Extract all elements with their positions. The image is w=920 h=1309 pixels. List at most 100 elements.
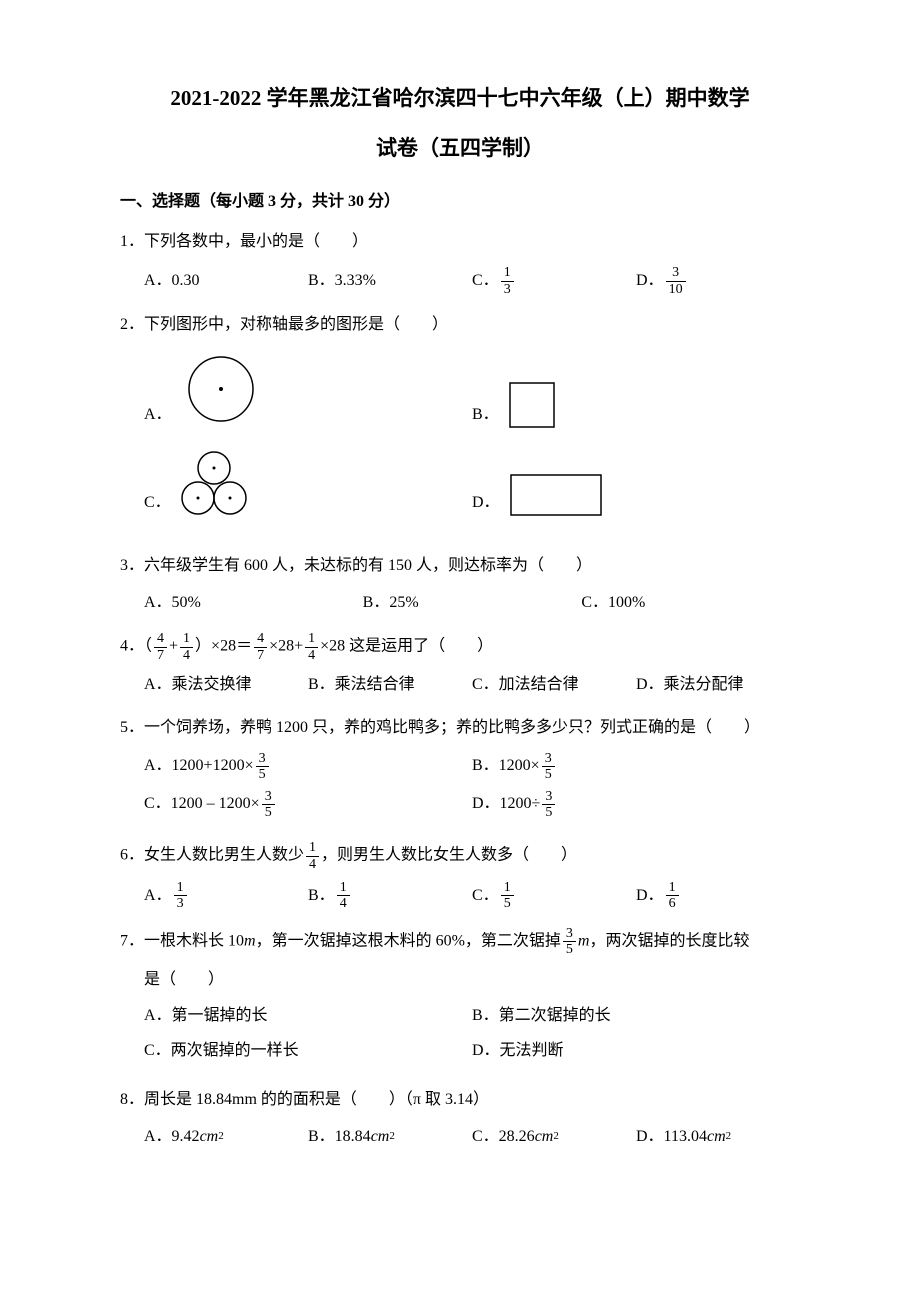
q8-d-sup: 2: [726, 1127, 732, 1147]
frac-num: 3: [256, 751, 269, 767]
fraction-icon: 35: [563, 926, 576, 958]
q4-mid1: ）×28＝: [195, 638, 252, 655]
frac-den: 5: [563, 942, 576, 957]
q7-unit2: m: [578, 932, 590, 949]
q8-option-d: D．113.04cm2: [636, 1123, 800, 1152]
question-3: 3．六年级学生有 600 人，未达标的有 150 人，则达标率为（ ） A．50…: [120, 552, 800, 618]
q8-d-unit: cm: [707, 1123, 726, 1152]
fraction-icon: 16: [666, 880, 679, 912]
q1-c-label: C．: [472, 267, 499, 296]
fraction-icon: 35: [262, 789, 275, 821]
fraction-icon: 14: [337, 880, 350, 912]
q8-option-b: B．18.84cm2: [308, 1123, 472, 1152]
q5-option-d: D．1200÷ 35: [472, 789, 800, 821]
frac-den: 5: [262, 805, 275, 820]
q4-option-b: B．乘法结合律: [308, 671, 472, 700]
q3-option-a: A．50%: [144, 589, 363, 618]
q6-b-label: B．: [308, 882, 335, 911]
q8-a-label: A．9.42: [144, 1123, 200, 1152]
q2-d-label: D．: [472, 489, 500, 518]
q4-prefix: 4．（: [120, 638, 152, 655]
q7-option-a: A．第一锯掉的长: [144, 1002, 472, 1031]
q6-suffix: ，则男生人数比女生人数多（ ）: [321, 847, 577, 864]
frac-den: 5: [542, 805, 555, 820]
frac-den: 3: [501, 282, 514, 297]
q8-b-label: B．18.84: [308, 1123, 371, 1152]
q5-b-label: B．1200×: [472, 752, 540, 781]
fraction-icon: 35: [256, 751, 269, 783]
q8-option-a: A．9.42cm2: [144, 1123, 308, 1152]
q6-a-label: A．: [144, 882, 172, 911]
frac-num: 1: [305, 631, 318, 647]
question-4-text: 4．（47+14）×28＝47×28+14×28 这是运用了（ ）: [120, 631, 800, 663]
q5-option-a: A．1200+1200× 35: [144, 751, 472, 783]
frac-den: 7: [254, 648, 267, 663]
frac-den: 4: [305, 648, 318, 663]
frac-den: 5: [501, 896, 514, 911]
frac-num: 4: [254, 631, 267, 647]
q7-unit1: m: [244, 932, 256, 949]
q2-option-b: B．: [472, 348, 800, 430]
frac-den: 7: [154, 648, 167, 663]
page-subtitle: 试卷（五四学制）: [120, 130, 800, 168]
question-7: 7．一根木料长 10m，第一次锯掉这根木料的 60%，第二次锯掉35m，两次锯掉…: [120, 926, 800, 1072]
q6-option-a: A． 13: [144, 880, 308, 912]
q4-plus: +: [169, 638, 178, 655]
frac-den: 4: [306, 857, 319, 872]
fraction-icon: 1 3: [501, 265, 514, 297]
q1-option-c: C． 1 3: [472, 265, 636, 297]
q6-c-label: C．: [472, 882, 499, 911]
q4-option-a: A．乘法交换律: [144, 671, 308, 700]
fraction-icon: 15: [501, 880, 514, 912]
q7-option-c: C．两次锯掉的一样长: [144, 1037, 472, 1066]
question-5-text: 5．一个饲养场，养鸭 1200 只，养的鸡比鸭多；养的比鸭多多少只？列式正确的是…: [120, 714, 800, 743]
frac-num: 3: [563, 926, 576, 942]
q8-c-label: C．28.26: [472, 1123, 535, 1152]
question-1: 1．下列各数中，最小的是（ ） A．0.30 B．3.33% C． 1 3 D．…: [120, 228, 800, 297]
q4-option-d: D．乘法分配律: [636, 671, 800, 700]
q7-prefix: 7．一根木料长 10: [120, 932, 244, 949]
three-circles-icon: [179, 450, 249, 518]
section-header: 一、选择题（每小题 3 分，共计 30 分）: [120, 188, 800, 217]
frac-num: 3: [542, 789, 555, 805]
q2-option-c: C．: [144, 450, 472, 518]
q6-option-b: B． 14: [308, 880, 472, 912]
q7-option-b: B．第二次锯掉的长: [472, 1002, 800, 1031]
page-title: 2021-2022 学年黑龙江省哈尔滨四十七中六年级（上）期中数学: [120, 80, 800, 118]
fraction-icon: 14: [305, 631, 318, 663]
question-3-text: 3．六年级学生有 600 人，未达标的有 150 人，则达标率为（ ）: [120, 552, 800, 581]
q8-b-sup: 2: [389, 1127, 395, 1147]
q4-mid2: ×28+: [269, 638, 303, 655]
frac-den: 6: [666, 896, 679, 911]
frac-num: 1: [306, 840, 319, 856]
frac-den: 3: [174, 896, 187, 911]
q1-option-a: A．0.30: [144, 265, 308, 297]
question-6: 6．女生人数比男生人数少14，则男生人数比女生人数多（ ） A． 13 B． 1…: [120, 840, 800, 912]
fraction-icon: 3 10: [666, 265, 686, 297]
q7-option-d: D．无法判断: [472, 1037, 800, 1066]
fraction-icon: 13: [174, 880, 187, 912]
frac-den: 4: [180, 648, 193, 663]
q2-a-label: A．: [144, 401, 172, 430]
frac-num: 1: [180, 631, 193, 647]
q8-c-unit: cm: [535, 1123, 554, 1152]
frac-num: 1: [174, 880, 187, 896]
frac-den: 4: [337, 896, 350, 911]
q5-option-b: B．1200× 35: [472, 751, 800, 783]
question-1-text: 1．下列各数中，最小的是（ ）: [120, 228, 800, 257]
q7-mid1: ，第一次锯掉这根木料的 60%，第二次锯掉: [256, 932, 561, 949]
frac-num: 4: [154, 631, 167, 647]
question-7-line2: 是（ ）: [120, 966, 800, 995]
frac-den: 5: [542, 767, 555, 782]
fraction-icon: 14: [180, 631, 193, 663]
q8-d-label: D．113.04: [636, 1123, 707, 1152]
q5-a-label: A．1200+1200×: [144, 752, 254, 781]
question-6-text: 6．女生人数比男生人数少14，则男生人数比女生人数多（ ）: [120, 840, 800, 872]
fraction-icon: 35: [542, 751, 555, 783]
q8-b-unit: cm: [371, 1123, 390, 1152]
fraction-icon: 47: [254, 631, 267, 663]
question-8: 8．周长是 18.84mm 的的面积是（ ）（π 取 3.14） A．9.42c…: [120, 1086, 800, 1152]
q5-d-label: D．1200÷: [472, 790, 540, 819]
q8-a-unit: cm: [200, 1123, 219, 1152]
frac-num: 1: [337, 880, 350, 896]
